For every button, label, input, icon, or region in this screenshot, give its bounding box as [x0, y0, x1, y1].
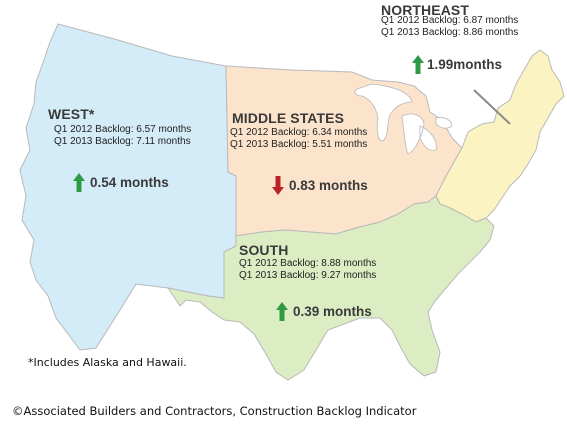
up-arrow-icon [276, 302, 288, 321]
region-northeast-shape [435, 49, 565, 223]
region-northeast-backlog-2013: Q1 2013 Backlog: 8.86 months [381, 27, 519, 38]
region-middle-states-change: 0.83 months [272, 176, 368, 195]
region-south-change-value: 0.39 [293, 304, 320, 319]
region-south-change-unit: months [323, 304, 372, 319]
pointer-line [473, 89, 511, 125]
region-south-backlog-2013: Q1 2013 Backlog: 9.27 months [239, 270, 377, 281]
region-middle-states-change-value: 0.83 [289, 178, 316, 193]
region-northeast-change-unit: months [453, 57, 503, 72]
region-middle-states-title: MIDDLE STATES [232, 110, 345, 126]
region-west-change: 0.54 months [73, 173, 169, 192]
up-arrow-icon [412, 55, 424, 74]
region-west-backlog-2013: Q1 2013 Backlog: 7.11 months [54, 136, 191, 147]
great-lakes [354, 83, 453, 155]
region-northeast-title: NORTHEAST [381, 2, 470, 18]
region-middle-states-backlog-2013: Q1 2013 Backlog: 5.51 months [230, 139, 368, 150]
footnote: *Includes Alaska and Hawaii. [28, 356, 187, 369]
region-west-backlog-2012: Q1 2012 Backlog: 6.57 months [54, 124, 192, 135]
region-south-shape [166, 195, 495, 381]
region-west-change-unit: months [120, 175, 169, 190]
region-west-title: WEST* [48, 106, 95, 122]
region-south-backlog-2012: Q1 2012 Backlog: 8.88 months [239, 258, 377, 269]
region-south-title: SOUTH [239, 242, 289, 258]
region-northeast-change: 1.99months [412, 55, 502, 74]
region-northeast-change-value: 1.99 [427, 57, 454, 72]
region-middle-states-change-unit: months [319, 178, 368, 193]
up-arrow-icon [73, 173, 85, 192]
region-south-change: 0.39 months [276, 302, 372, 321]
down-arrow-icon [272, 176, 284, 195]
region-west-change-value: 0.54 [90, 175, 117, 190]
region-middle-states-backlog-2012: Q1 2012 Backlog: 6.34 months [230, 127, 368, 138]
region-northeast-backlog-2012: Q1 2012 Backlog: 6.87 months [381, 15, 519, 26]
copyright-text: ©Associated Builders and Contractors, Co… [12, 404, 417, 418]
